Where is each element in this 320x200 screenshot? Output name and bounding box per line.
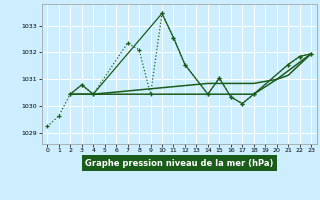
X-axis label: Graphe pression niveau de la mer (hPa): Graphe pression niveau de la mer (hPa)	[85, 159, 273, 168]
